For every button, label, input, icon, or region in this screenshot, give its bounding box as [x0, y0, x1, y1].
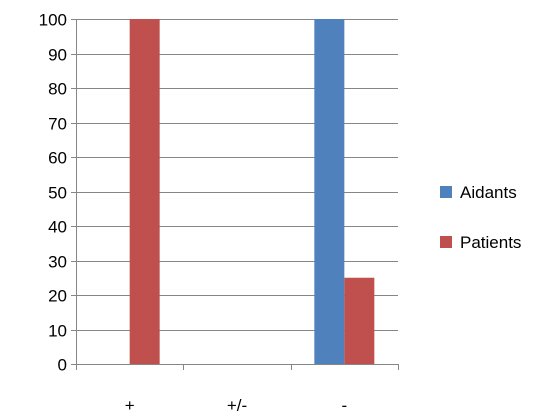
y-tick-label: 90	[48, 46, 67, 65]
bar-patients-0	[129, 19, 160, 364]
legend: Aidants Patients	[440, 183, 521, 252]
x-tick-label: +	[125, 396, 135, 415]
x-tick-labels: + +/- -	[125, 396, 347, 415]
y-tick-label: 70	[48, 115, 67, 134]
y-tick-label: 20	[48, 287, 67, 306]
axes	[71, 19, 399, 370]
y-tick-label: 0	[58, 356, 67, 375]
y-tick-label: 100	[39, 11, 67, 30]
y-tick-label: 50	[48, 184, 67, 203]
y-tick-label: 30	[48, 253, 67, 272]
bar-aidants-2	[314, 19, 345, 364]
legend-swatch-patients	[440, 236, 452, 248]
y-tick-label: 40	[48, 218, 67, 237]
legend-swatch-aidants	[440, 186, 452, 198]
x-tick-label: -	[341, 396, 347, 415]
x-tick-label: +/-	[227, 396, 247, 415]
legend-label-patients: Patients	[460, 233, 521, 252]
y-tick-label: 60	[48, 149, 67, 168]
legend-label-aidants: Aidants	[460, 183, 517, 202]
bar-patients-2	[344, 277, 375, 364]
bars	[129, 19, 375, 364]
y-tick-labels: 0 10 20 30 40 50 60 70 80 90 100	[39, 11, 67, 375]
y-tick-label: 10	[48, 322, 67, 341]
y-tick-label: 80	[48, 80, 67, 99]
